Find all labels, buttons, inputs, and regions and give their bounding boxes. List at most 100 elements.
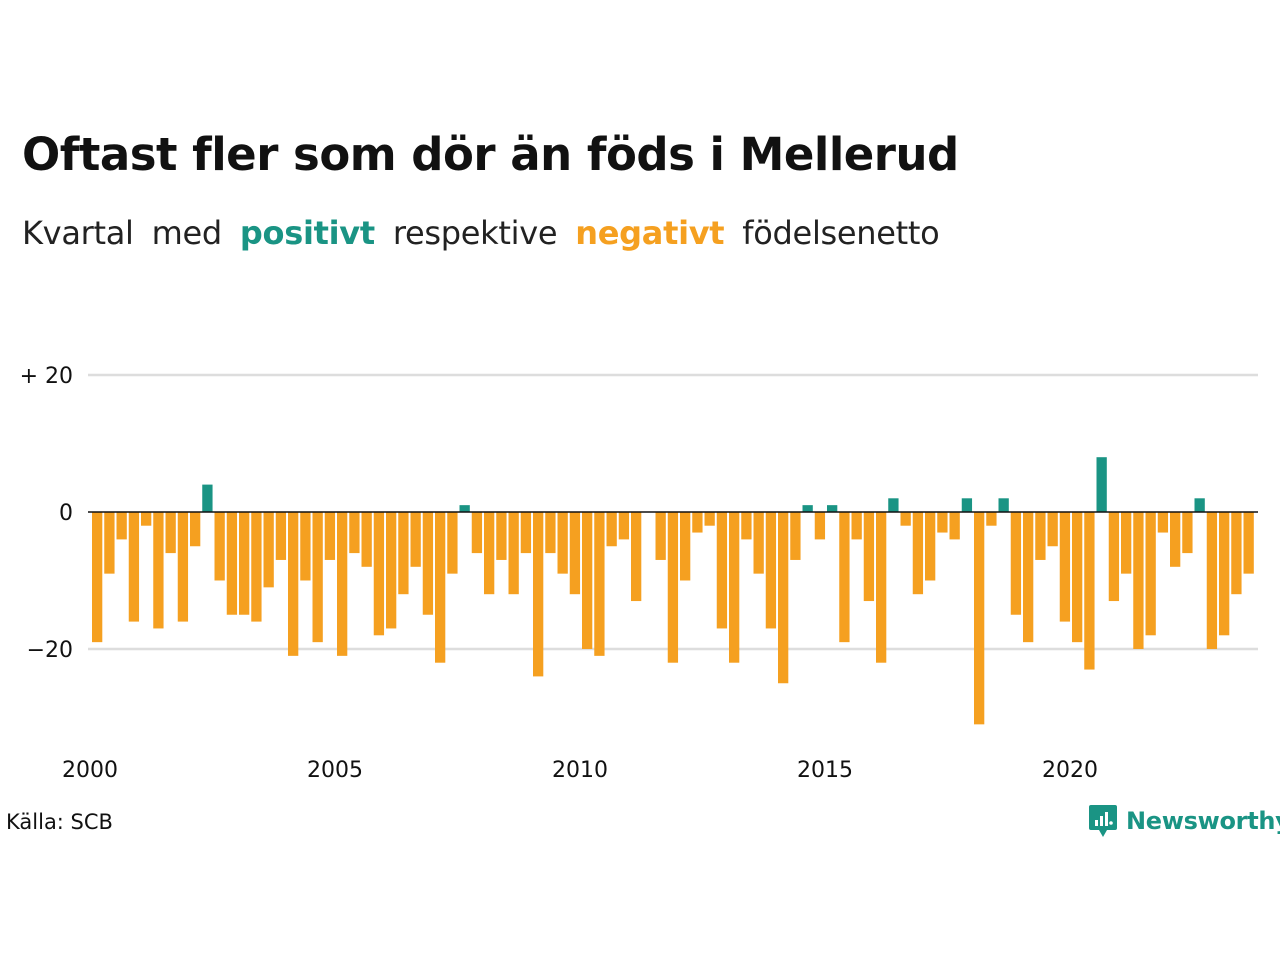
bar-positive <box>1096 457 1107 512</box>
bar-negative <box>1108 512 1120 602</box>
bar-negative <box>655 512 666 560</box>
bar-negative <box>471 512 483 554</box>
bar-negative <box>790 512 801 560</box>
bar-negative <box>373 512 385 636</box>
bar-positive <box>459 505 470 512</box>
chart-title: Oftast fler som dör än föds i Mellerud <box>22 128 959 181</box>
bar-negative <box>618 512 630 540</box>
bar-negative <box>949 512 960 540</box>
bar-negative <box>1072 512 1083 643</box>
bar-negative <box>1059 512 1071 622</box>
axes: + 20 0 −20 2000 2005 2010 2015 2020 <box>20 364 1258 783</box>
x-tick-label: 2015 <box>797 758 853 783</box>
bar-negative <box>1035 512 1046 560</box>
bar-negative <box>582 512 593 649</box>
bar-negative <box>863 512 875 602</box>
bar-negative <box>1243 512 1254 574</box>
bar-positive <box>998 498 1009 512</box>
bar-negative <box>667 512 679 663</box>
bar-negative <box>569 512 581 595</box>
bar-negative <box>1047 512 1058 547</box>
bar-negative <box>925 512 936 581</box>
bar-negative <box>851 512 862 540</box>
bar-negative <box>1170 512 1181 567</box>
bar-positive <box>961 498 973 512</box>
bar-negative <box>974 512 985 725</box>
bars <box>92 457 1254 725</box>
bar-negative <box>386 512 397 629</box>
bar-negative <box>778 512 789 684</box>
chart-subtitle: Kvartal med positivt respektive negativt föde… <box>22 214 957 252</box>
bar-negative <box>398 512 409 595</box>
x-tick-label: 2000 <box>62 758 118 783</box>
bar-negative <box>435 512 446 663</box>
bar-negative <box>520 512 532 554</box>
subtitle-word: Kvartal <box>22 214 134 252</box>
bar-negative <box>508 512 519 595</box>
bar-negative <box>814 512 826 540</box>
bar-negative <box>545 512 556 554</box>
bar-negative <box>606 512 617 547</box>
bar-negative <box>1133 512 1144 649</box>
bar-negative <box>729 512 740 663</box>
bar-negative <box>275 512 287 560</box>
bar-negative <box>912 512 924 595</box>
bar-negative <box>190 512 201 547</box>
bar-negative <box>288 512 299 656</box>
bar-negative <box>716 512 728 629</box>
subtitle-positive-highlight: positivt <box>239 214 375 252</box>
bar-negative <box>496 512 507 560</box>
bar-negative <box>165 512 176 554</box>
bar-negative <box>557 512 568 574</box>
bar-negative <box>1084 512 1095 670</box>
bar-negative <box>533 512 544 677</box>
bar-positive <box>888 498 899 512</box>
bar-positive <box>802 505 813 512</box>
bar-positive <box>1194 498 1205 512</box>
bar-negative <box>1010 512 1022 615</box>
bar-negative <box>937 512 948 533</box>
bar-negative <box>300 512 311 581</box>
bar-negative <box>251 512 262 622</box>
bar-negative <box>226 512 238 615</box>
bar-negative <box>741 512 752 540</box>
bar-negative <box>680 512 691 581</box>
bar-negative <box>239 512 250 615</box>
x-tick-label: 2010 <box>552 758 608 783</box>
newsworthy-chart-logo-icon <box>1089 805 1117 837</box>
bar-positive <box>202 484 213 512</box>
bar-negative <box>447 512 458 574</box>
bar-negative <box>104 512 115 574</box>
bar-negative <box>1219 512 1230 636</box>
y-tick-label: 0 <box>59 501 73 526</box>
bar-negative <box>1121 512 1132 574</box>
bar-negative <box>177 512 189 622</box>
bar-negative <box>361 512 372 567</box>
bar-negative <box>422 512 434 615</box>
x-tick-label: 2020 <box>1042 758 1098 783</box>
bar-negative <box>1231 512 1242 595</box>
source-note: Källa: SCB <box>6 810 113 834</box>
bar-negative <box>312 512 323 643</box>
bar-negative <box>900 512 911 526</box>
bar-negative <box>765 512 777 629</box>
bar-negative <box>410 512 421 567</box>
bar-negative <box>1145 512 1156 636</box>
logo-text: Newsworthy <box>1126 807 1280 835</box>
subtitle-word: födelsenetto <box>742 214 940 252</box>
bar-negative <box>214 512 225 581</box>
bar-negative <box>349 512 360 554</box>
bar-negative <box>484 512 495 595</box>
bar-negative <box>631 512 642 602</box>
bar-negative <box>1157 512 1169 533</box>
subtitle-word: respektive <box>392 214 558 252</box>
subtitle-word: med <box>151 214 223 252</box>
y-tick-label: −20 <box>27 638 73 663</box>
bar-negative <box>876 512 887 663</box>
subtitle-negative-highlight: negativt <box>575 214 725 252</box>
bar-negative <box>839 512 850 643</box>
bar-negative <box>594 512 605 656</box>
bar-negative <box>337 512 348 656</box>
bar-negative <box>753 512 764 574</box>
newsworthy-logo: Newsworthy <box>1088 804 1280 838</box>
